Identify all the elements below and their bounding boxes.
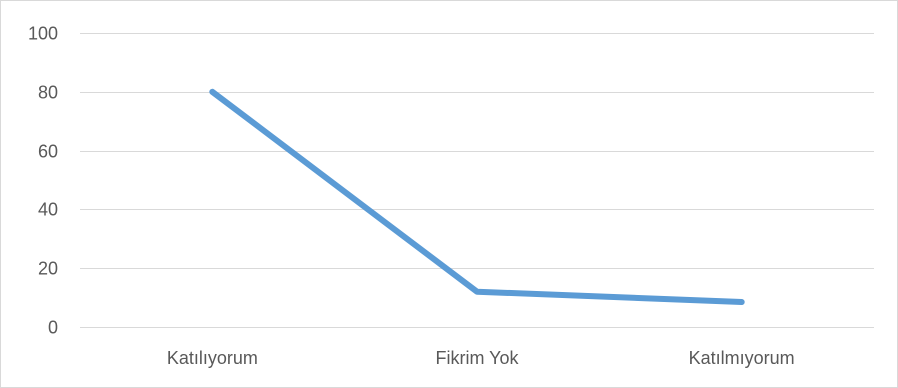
y-tick-label: 0 (48, 318, 58, 338)
y-tick-label: 20 (38, 259, 58, 279)
x-axis-tick-labels: Katılıyorum Fikrim Yok Katılmıyorum (167, 348, 795, 368)
y-tick-label: 100 (28, 24, 58, 44)
y-axis-tick-labels: 0 20 40 60 80 100 (28, 24, 58, 338)
gridlines (80, 33, 874, 328)
y-tick-label: 40 (38, 200, 58, 220)
y-tick-label: 80 (38, 83, 58, 103)
x-tick-label: Katılmıyorum (689, 348, 795, 368)
series-layer (209, 88, 745, 305)
x-tick-label: Fikrim Yok (435, 348, 519, 368)
y-tick-label: 60 (38, 142, 58, 162)
series-line-0 (209, 88, 745, 305)
x-tick-label: Katılıyorum (167, 348, 258, 368)
